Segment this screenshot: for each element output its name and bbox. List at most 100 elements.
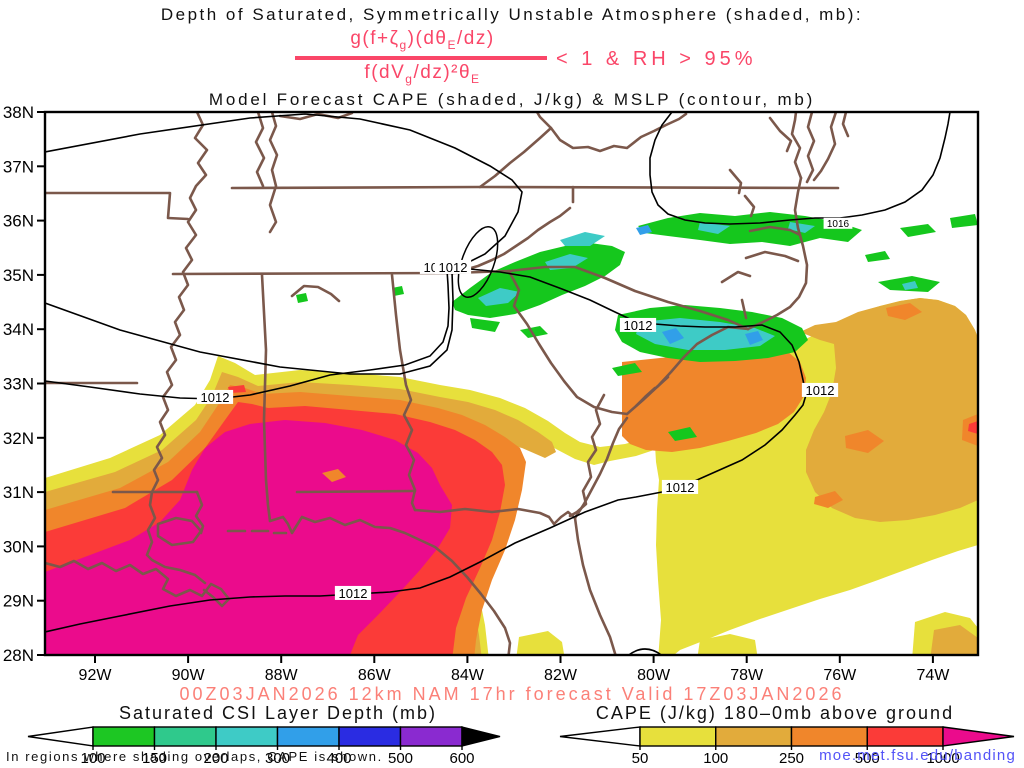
shaded-region	[662, 328, 684, 344]
mslp-contour	[45, 271, 454, 375]
contour-label-bg	[196, 389, 234, 404]
formula-token: E	[471, 71, 481, 86]
colorbar-tick-label: 600	[449, 750, 474, 767]
forecast-valid-line: 00Z03JAN2026 12km NAM 17hr forecast Vali…	[179, 684, 845, 704]
shaded-region	[968, 421, 978, 434]
lat-tick-label: 28N	[3, 646, 34, 665]
colorbar-segment	[790, 726, 868, 747]
formula-denominator-wrap: f(dVg/dz)²θE	[285, 62, 560, 86]
state-border	[507, 265, 750, 331]
state-border	[790, 112, 803, 180]
lat-tick-label: 30N	[3, 537, 34, 556]
lat-tick-label: 29N	[3, 592, 34, 611]
lat-tick-label: 33N	[3, 375, 34, 394]
formula-denominator: f(dVg/dz)²θE	[285, 62, 560, 86]
colorbar-tick-label: 50	[632, 750, 649, 767]
state-border	[634, 386, 657, 408]
shaded-region	[886, 303, 922, 320]
formula-token: f(dV	[364, 62, 406, 83]
state-border	[268, 112, 279, 234]
shaded-region	[636, 225, 652, 235]
shaded-region	[612, 363, 642, 376]
formula-fraction-bar	[295, 56, 547, 60]
lon-tick-label: 90W	[172, 667, 206, 684]
overlap-footnote: In regions where shading overlaps, CAPE …	[6, 749, 383, 764]
contour-label-bg	[661, 479, 699, 494]
formula-token: /dz)	[456, 28, 495, 49]
contour-label-bg	[619, 317, 657, 332]
lon-tick-label: 86W	[358, 667, 392, 684]
lat-tick-label: 32N	[3, 429, 34, 448]
shaded-region	[322, 469, 346, 482]
shaded-region	[470, 318, 500, 332]
mslp-contour	[649, 112, 951, 225]
shaded-region	[865, 251, 890, 262]
colorbar-segment	[866, 726, 944, 747]
formula-token: /dz)²θ	[413, 62, 472, 83]
formula-numerator: g(f+ζg)(dθE/dz)	[285, 28, 560, 52]
mslp-contour-closed	[457, 226, 499, 298]
state-border	[728, 168, 743, 195]
shaded-region	[638, 212, 862, 246]
lat-tick-label: 37N	[3, 157, 34, 176]
contour-label-bg	[434, 259, 472, 274]
shaded-region	[745, 331, 763, 345]
state-border	[194, 490, 205, 535]
csi-colorbar: 100 150 200 300 400 500 600	[27, 726, 501, 767]
state-border	[573, 416, 629, 520]
lat-tick-label: 34N	[3, 320, 34, 339]
state-border	[156, 516, 203, 547]
contour-label: 1012	[666, 480, 695, 495]
formula-condition: < 1 & RH > 95%	[556, 48, 757, 70]
state-border	[805, 112, 816, 184]
colorbar-segment	[639, 726, 717, 747]
state-border	[743, 194, 756, 218]
state-border	[744, 250, 800, 263]
shaded-region	[560, 232, 605, 246]
lon-tick-label: 78W	[730, 667, 764, 684]
colorbar-overflow-arrow	[942, 726, 1015, 747]
state-border	[746, 176, 809, 331]
state-border	[573, 516, 617, 655]
credit-link[interactable]: moe.met.fsu.edu/banding	[819, 747, 1016, 764]
lon-tick-label: 76W	[823, 667, 857, 684]
csi-formula: g(f+ζg)(dθE/dz)	[285, 28, 560, 52]
shaded-region	[478, 288, 520, 306]
lat-tick-label: 35N	[3, 266, 34, 285]
lat-tick-label: 38N	[3, 103, 34, 122]
state-border	[748, 225, 802, 237]
shaded-region	[698, 222, 730, 234]
mslp-contour	[45, 269, 450, 400]
lon-tick-label: 82W	[544, 667, 578, 684]
state-border	[295, 489, 417, 494]
colorbar-segment	[92, 726, 156, 747]
mslp-contour	[45, 113, 807, 633]
state-border	[841, 112, 850, 138]
shaded-region	[296, 293, 308, 303]
contour-label: 1012	[439, 260, 468, 275]
colorbar-tick-label: 500	[388, 750, 413, 767]
state-border	[740, 298, 748, 320]
state-border	[451, 206, 572, 275]
colorbar-tick-label: 250	[779, 750, 804, 767]
state-border	[230, 185, 840, 190]
shaded-region	[788, 222, 815, 233]
state-border	[45, 559, 231, 608]
shaded-region	[900, 224, 936, 237]
page-title: Depth of Saturated, Symmetrically Unstab…	[160, 5, 864, 24]
formula-token: )(dθ	[407, 28, 448, 49]
contour-label: 1012	[806, 383, 835, 398]
state-border	[478, 112, 553, 189]
shaded-region	[845, 430, 884, 453]
contour-label: 1012	[201, 390, 230, 405]
lon-tick-label: 74W	[916, 667, 950, 684]
state-border	[145, 112, 209, 585]
shaded-region	[697, 634, 758, 655]
formula-token: E	[447, 37, 457, 52]
state-border	[655, 375, 670, 389]
cape-colorbar-title: CAPE (J/kg) 180–0mb above ground	[595, 703, 955, 723]
lon-tick-label: 84W	[451, 667, 485, 684]
colorbar-overflow-arrow	[461, 726, 501, 747]
formula-token: g(f+ζ	[350, 28, 400, 49]
